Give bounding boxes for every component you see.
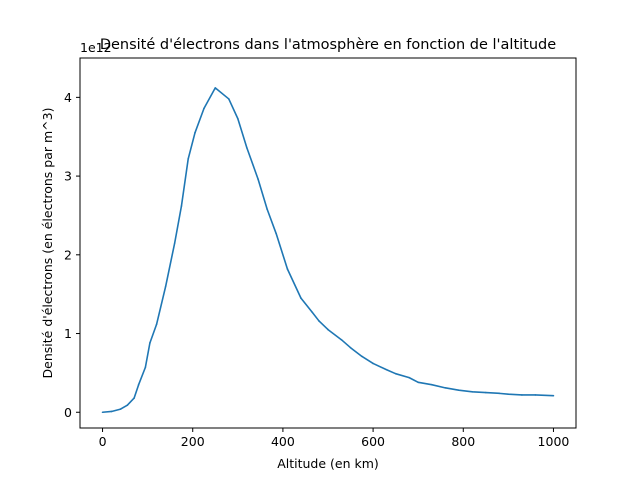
data-point (101, 411, 104, 414)
data-point (214, 87, 217, 89)
data-point (119, 408, 122, 410)
data-point (361, 355, 363, 358)
y-tick-label: 4 (64, 90, 72, 105)
x-tick-label: 1000 (538, 434, 570, 449)
x-axis: 0 200 400 600 800 1000 (99, 428, 570, 449)
data-point (430, 383, 433, 386)
data-point (137, 383, 140, 386)
y-axis: 0 1 2 3 4 (64, 90, 80, 420)
data-point (149, 342, 151, 344)
data-point (327, 328, 329, 331)
data-point (300, 297, 302, 299)
y-offset-label: 1e12 (80, 40, 112, 55)
plot-area (79, 57, 577, 429)
data-point (457, 389, 460, 392)
data-point (203, 107, 205, 110)
x-tick-label: 800 (451, 434, 475, 449)
data-point (275, 232, 277, 235)
data-point (507, 393, 510, 395)
data-point (311, 311, 314, 314)
data-point (385, 368, 388, 371)
data-point (180, 205, 183, 207)
data-point (155, 323, 158, 325)
data-point (417, 381, 419, 384)
data-point (228, 98, 230, 100)
data-point (164, 285, 167, 288)
data-point (237, 117, 239, 120)
data-point (340, 339, 343, 341)
data-point (126, 404, 129, 406)
data-point (246, 146, 248, 149)
y-tick-label: 0 (64, 405, 72, 420)
data-point (394, 372, 397, 375)
data-point (187, 157, 190, 160)
x-tick-label: 600 (361, 434, 385, 449)
data-point (133, 397, 135, 399)
y-tick-label: 2 (64, 247, 72, 262)
data-point (266, 208, 268, 210)
chart-title: Densité d'électrons dans l'atmosphère en… (100, 37, 556, 53)
data-point (471, 390, 474, 393)
data-point (257, 178, 259, 181)
series-layer (101, 87, 555, 414)
data-point (372, 362, 374, 365)
y-tick-label: 1 (64, 326, 72, 341)
data-point (349, 346, 352, 349)
y-tick-label: 3 (64, 169, 72, 184)
data-point (194, 131, 196, 134)
x-tick-label: 200 (181, 434, 205, 449)
x-axis-label: Altitude (en km) (277, 456, 379, 471)
data-point (444, 387, 447, 389)
data-point (110, 410, 113, 413)
data-point (286, 268, 289, 270)
data-point (534, 394, 537, 396)
y-axis-label: Densité d'électrons (en électrons par m^… (40, 108, 55, 379)
data-point (498, 392, 501, 395)
x-tick-label: 400 (271, 434, 295, 449)
data-point (173, 242, 176, 244)
data-point (318, 320, 320, 322)
data-point (485, 391, 487, 394)
data-point (552, 394, 555, 397)
x-tick-label: 0 (99, 434, 107, 449)
data-point (521, 394, 523, 396)
data-point (144, 366, 147, 369)
data-point (408, 376, 410, 379)
